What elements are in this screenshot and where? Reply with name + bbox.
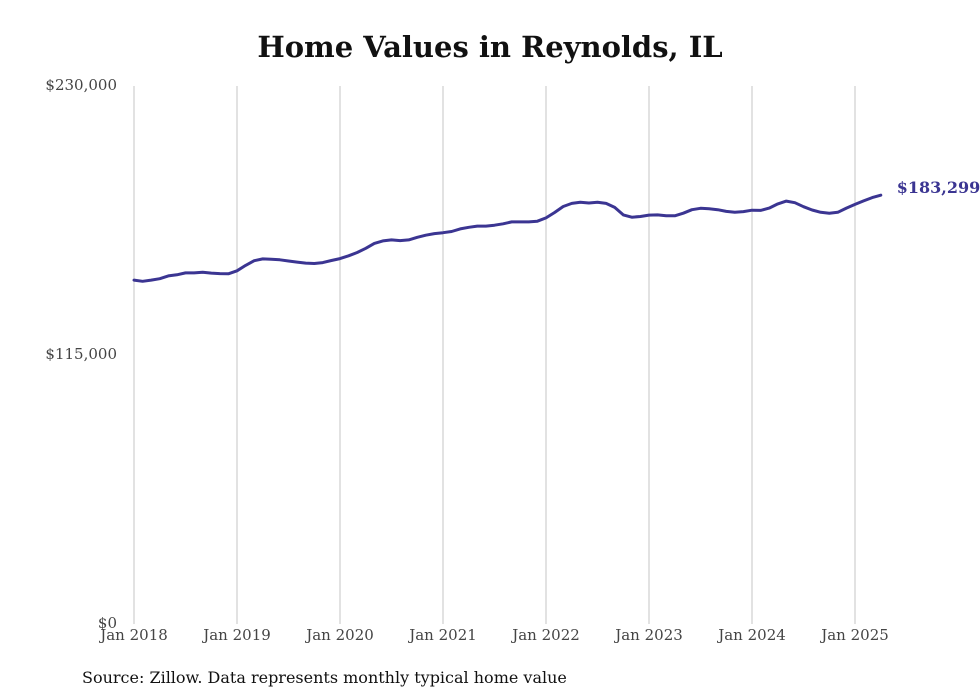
- chart-title: Home Values in Reynolds, IL: [257, 30, 723, 64]
- x-tick-label: Jan 2023: [613, 626, 683, 644]
- series-line: [132, 193, 883, 283]
- x-tick-label: Jan 2024: [716, 626, 786, 644]
- y-tick-label: $0: [98, 614, 117, 632]
- source-note: Source: Zillow. Data represents monthly …: [82, 668, 567, 687]
- y-tick-label: $115,000: [45, 345, 117, 363]
- gridlines: [133, 86, 856, 624]
- y-tick-label: $230,000: [45, 76, 117, 94]
- x-tick-label: Jan 2020: [304, 626, 374, 644]
- series-layer: $183,299: [132, 178, 980, 283]
- x-tick-label: Jan 2021: [407, 626, 477, 644]
- x-tick-label: Jan 2018: [98, 626, 168, 644]
- end-value-label: $183,299: [897, 178, 980, 197]
- y-axis-ticks: $0 $115,000 $230,000: [45, 76, 117, 632]
- x-tick-label: Jan 2025: [819, 626, 889, 644]
- x-axis-ticks: Jan 2018 Jan 2019 Jan 2020 Jan 2021 Jan 2022…: [98, 626, 889, 644]
- x-tick-label: Jan 2022: [510, 626, 580, 644]
- x-tick-label: Jan 2019: [201, 626, 271, 644]
